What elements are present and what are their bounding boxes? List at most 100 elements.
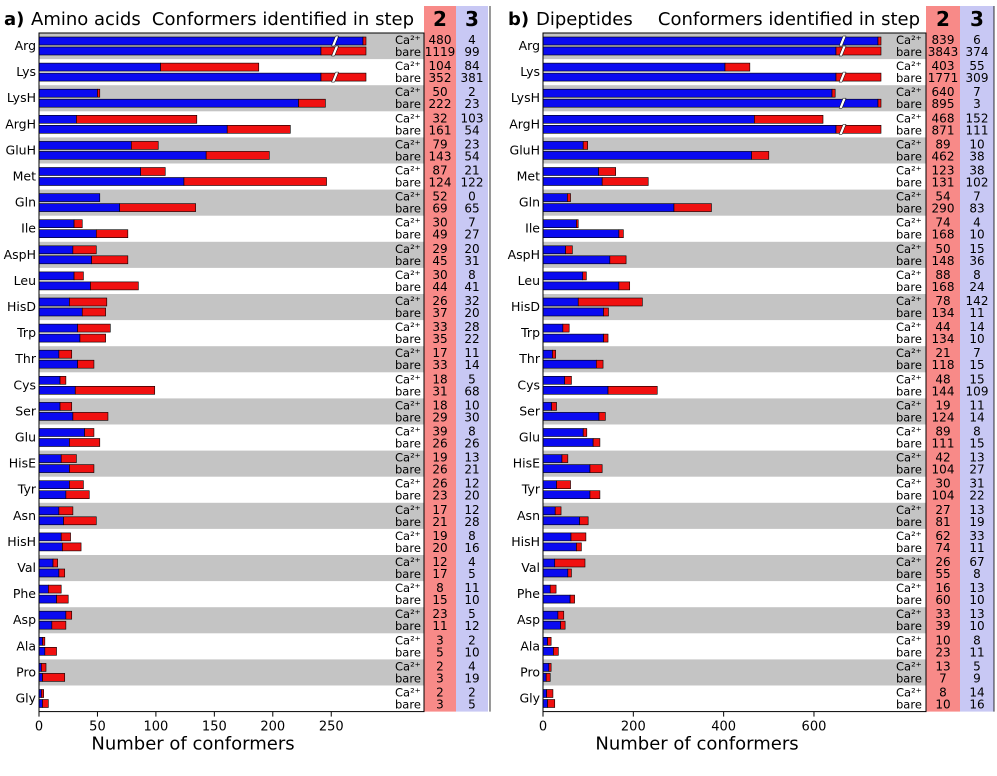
data-label-ca-step3: 7	[973, 346, 981, 360]
row-label-bare: bare	[395, 645, 421, 659]
row-label-bare: bare	[896, 437, 922, 451]
row-label-bare: bare	[896, 410, 922, 424]
category-label: Ser	[15, 403, 37, 418]
panel-a-amino-acids: a) Amino acids Conformers identified in st…	[4, 6, 491, 755]
bar-ca-step3	[97, 88, 101, 98]
data-label-ca-step3: 15	[969, 242, 984, 256]
row-label-ca: Ca²⁺	[395, 555, 421, 569]
data-label-bare-step2: 37	[432, 306, 447, 320]
data-label-ca-step2: 19	[432, 451, 447, 465]
category-label: Ala	[16, 638, 36, 653]
data-label-ca-step2: 89	[935, 425, 950, 439]
data-label-ca-step2: 30	[432, 216, 447, 230]
data-label-bare-step2: 168	[932, 280, 955, 294]
category-label: Trp	[520, 325, 540, 340]
data-label-bare-step3: 309	[966, 71, 989, 85]
row-label-bare: bare	[395, 254, 421, 268]
row-label-bare: bare	[395, 45, 421, 59]
row-label-bare: bare	[395, 176, 421, 190]
bar-ca-step2	[542, 689, 547, 698]
bar-ca-step3	[556, 480, 571, 490]
row-label-ca: Ca²⁺	[395, 294, 421, 308]
bar-ca-step3	[73, 219, 83, 228]
row-label-bare: bare	[896, 463, 922, 477]
data-label-ca-step2: 17	[432, 346, 447, 360]
data-label-bare-step2: 871	[932, 123, 955, 137]
bar-ca-step2	[542, 349, 553, 359]
data-label-bare-step2: 15	[432, 593, 447, 607]
row-label-ca: Ca²⁺	[395, 346, 421, 360]
category-label: Ile	[21, 221, 36, 236]
step-3-label: 3	[465, 7, 479, 31]
data-label-bare-step2: 462	[932, 149, 955, 163]
bar-ca-step2	[542, 428, 584, 437]
category-label: HisH	[511, 534, 540, 549]
data-label-ca-step3: 5	[973, 659, 981, 673]
data-label-ca-step2: 13	[935, 659, 950, 673]
bar-ca-step2	[542, 610, 559, 620]
row-label-bare: bare	[395, 463, 421, 477]
data-label-bare-step2: 26	[432, 437, 447, 451]
bar-bare-step2	[542, 307, 604, 317]
data-label-ca-step2: 29	[432, 242, 447, 256]
bar-ca-step3	[69, 297, 108, 307]
data-label-bare-step2: 143	[429, 149, 452, 163]
panel-title: Dipeptides	[536, 9, 633, 30]
data-label-bare-step2: 21	[432, 515, 447, 529]
data-label-bare-step2: 168	[932, 228, 955, 242]
bar-ca-step3	[76, 115, 198, 124]
data-label-bare-step3: 31	[464, 254, 479, 268]
data-label-bare-step3: 16	[969, 698, 984, 712]
bar-bare-step3	[547, 699, 556, 708]
bar-bare-step2	[38, 464, 70, 473]
data-label-bare-step3: 54	[464, 149, 479, 163]
data-label-ca-step2: 18	[432, 372, 447, 386]
bar-ca-step2	[542, 141, 584, 150]
step-header: Conformers identified in step	[152, 9, 414, 30]
data-label-bare-step2: 20	[432, 541, 447, 555]
bar-ca-step2	[542, 271, 584, 281]
data-label-bare-step2: 118	[932, 358, 955, 372]
category-label: Tyr	[17, 482, 37, 497]
data-label-bare-step3: 8	[973, 567, 981, 581]
bar-bare-step3	[601, 177, 649, 186]
data-label-ca-step2: 50	[432, 85, 447, 99]
data-label-bare-step2: 29	[432, 410, 447, 424]
bar-bare-step2	[38, 46, 322, 56]
bar-bare-step3	[595, 359, 604, 369]
bar-bare-step3	[56, 594, 69, 604]
row-label-bare: bare	[896, 202, 922, 216]
bar-bare-step3	[598, 412, 606, 421]
row-label-bare: bare	[395, 202, 421, 216]
data-label-bare-step2: 148	[932, 254, 955, 268]
row-label-ca: Ca²⁺	[395, 111, 421, 125]
bar-ca-step2	[38, 454, 62, 463]
row-label-ca: Ca²⁺	[395, 451, 421, 465]
bar-bare-step3	[553, 646, 559, 656]
data-label-bare-step3: 27	[969, 463, 984, 477]
data-label-bare-step2: 104	[932, 463, 955, 477]
category-label: Pro	[16, 664, 36, 679]
bar-ca-step3	[582, 271, 587, 281]
step-3-column	[456, 6, 488, 712]
row-label-bare: bare	[896, 619, 922, 633]
bar-ca-step2	[542, 36, 879, 46]
bar-ca-step2	[542, 115, 755, 124]
bar-ca-step2	[38, 402, 61, 411]
data-label-ca-step3: 12	[464, 477, 479, 491]
bar-ca-step3	[576, 219, 579, 228]
bar-ca-step3	[362, 36, 367, 46]
data-label-ca-step2: 79	[432, 137, 447, 151]
bar-bare-step3	[576, 542, 582, 552]
bar-bare-step3	[589, 490, 601, 500]
data-label-ca-step2: 33	[432, 320, 447, 334]
data-label-bare-step2: 7	[939, 671, 947, 685]
data-label-ca-step2: 30	[432, 268, 447, 282]
bar-bare-step2	[542, 46, 837, 56]
row-label-ca: Ca²⁺	[395, 85, 421, 99]
category-label: Asn	[13, 508, 36, 523]
bar-ca-step2	[542, 636, 548, 646]
row-label-ca: Ca²⁺	[896, 164, 922, 178]
bar-bare-step3	[226, 125, 291, 134]
category-label: Gly	[15, 691, 36, 706]
